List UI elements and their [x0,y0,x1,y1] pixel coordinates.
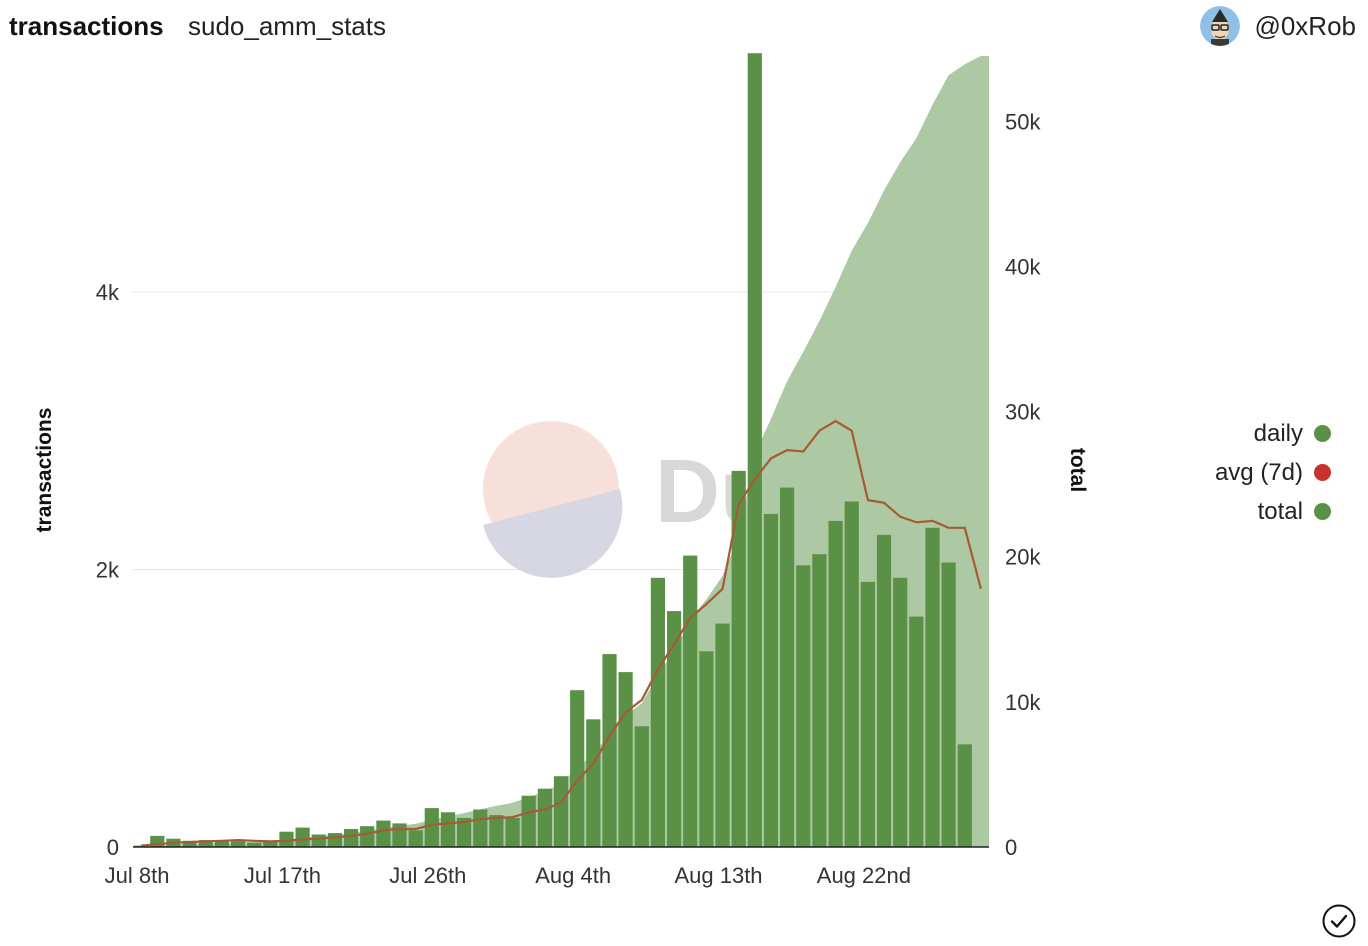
check-circle-icon[interactable] [1322,904,1356,938]
legend-item-total[interactable]: total [1215,492,1331,531]
bar-daily [812,554,827,847]
bar-daily [634,726,649,847]
bar-daily [860,581,875,847]
legend-dot [1314,425,1331,442]
bar-daily [505,817,520,847]
bar-daily [182,840,197,847]
bar-daily [327,833,342,847]
bar-daily [279,831,294,847]
bar-daily [198,840,213,847]
bar-daily [747,53,762,847]
x-tick-label: Aug 13th [674,863,762,888]
bar-daily [844,501,859,847]
y-axis-title: transactions [33,408,56,533]
bar-daily [715,623,730,847]
bar-daily [344,829,359,847]
bar-daily [150,835,165,847]
bar-daily [876,534,892,847]
legend-label: total [1257,497,1303,525]
bar-daily [780,487,795,847]
bar-daily [683,555,698,847]
bar-daily [763,513,779,847]
bar-daily [570,690,585,847]
bar-daily [214,841,229,847]
bar-daily [893,577,908,847]
legend-item-avg[interactable]: avg (7d) [1215,453,1331,492]
x-tick-label: Jul 17th [244,863,321,888]
bar-daily [828,520,843,847]
bar-daily [731,470,746,847]
bar-daily [408,830,423,847]
legend-label: daily [1253,419,1303,447]
bar-daily [925,527,940,847]
bar-daily [618,672,633,847]
bar-daily [376,820,391,847]
y2-tick-label: 10k [1005,690,1041,715]
bar-daily [699,651,714,847]
bar-daily [586,719,601,847]
y-tick-label: 2k [96,557,120,582]
bar-daily [230,841,246,847]
author-profile[interactable]: @0xRob [1200,6,1356,46]
bar-daily [537,788,552,847]
bar-daily [909,616,924,847]
legend-label: avg (7d) [1214,458,1303,486]
bar-daily [424,808,439,847]
chart-title: transactions [9,11,164,41]
x-tick-label: Aug 22nd [817,863,911,888]
bar-daily [440,812,456,847]
bar-daily [521,795,536,847]
bar-daily [263,841,278,847]
avatar-icon[interactable] [1200,6,1241,46]
x-tick-label: Aug 4th [535,863,611,888]
bar-daily [796,565,811,847]
bar-daily [667,611,682,847]
author-name[interactable]: @0xRob [1254,10,1356,41]
y2-tick-label: 30k [1005,400,1041,425]
y2-axis-title: total [1066,448,1089,492]
bar-daily [295,827,310,847]
bar-daily [941,562,956,847]
query-name-link[interactable]: sudo_amm_stats [188,11,386,41]
x-tick-label: Jul 26th [389,863,466,888]
legend: daily avg (7d) total [1215,414,1331,531]
bar-daily [473,809,488,847]
y2-tick-label: 40k [1005,254,1041,279]
bar-daily [392,823,407,847]
bar-daily [553,776,569,847]
y2-tick-label: 0 [1005,835,1017,860]
y-tick-label: 0 [107,835,119,860]
legend-dot [1314,464,1331,481]
bar-daily [650,577,665,847]
bar-daily [957,744,972,847]
bar-daily [311,834,326,847]
series-avg-line [141,419,982,847]
bar-daily [457,817,472,847]
x-tick-label: Jul 8th [105,863,170,888]
bar-daily [247,842,262,847]
y2-tick-label: 20k [1005,545,1041,570]
bar-daily [360,826,375,847]
header: transactions sudo_amm_stats @0xRob [0,0,1368,56]
y2-tick-label: 50k [1005,109,1041,134]
bar-daily [602,654,617,847]
legend-dot [1314,503,1331,520]
legend-item-daily[interactable]: daily [1215,414,1331,453]
y-tick-label: 4k [96,280,120,305]
bar-daily [489,815,504,847]
